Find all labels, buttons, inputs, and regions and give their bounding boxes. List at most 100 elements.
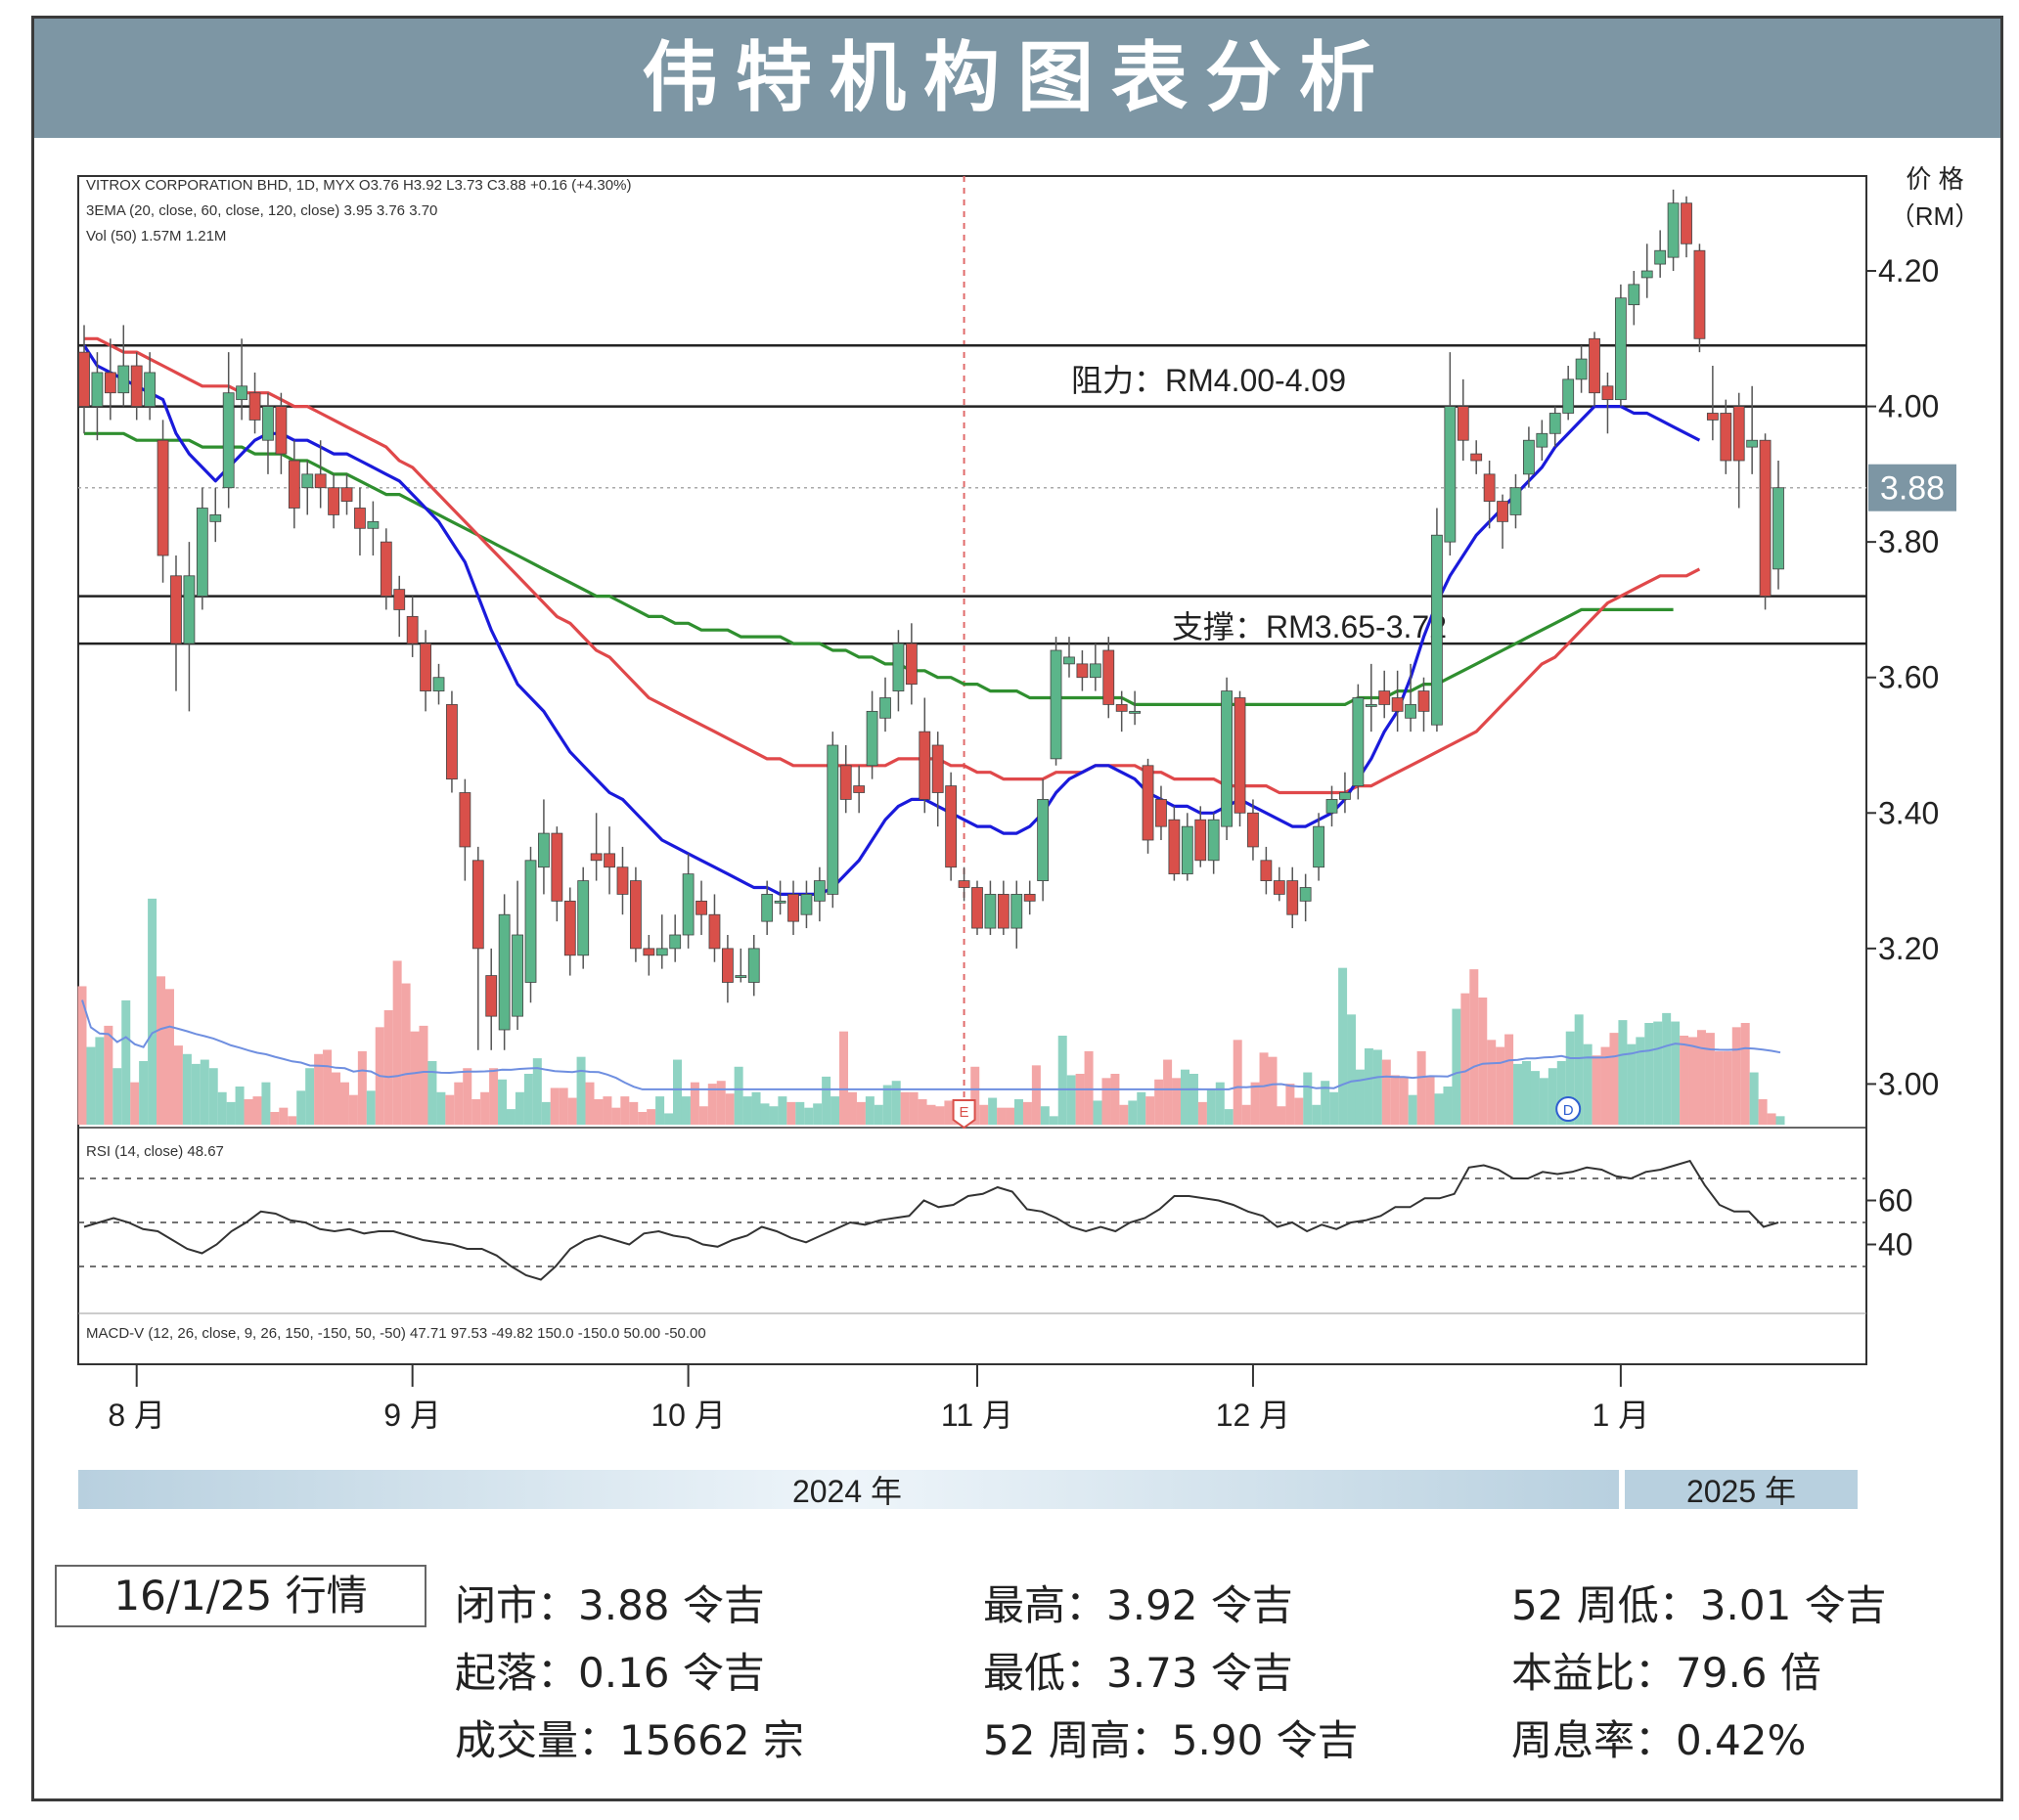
candle-body: [328, 487, 340, 515]
candle-body: [1601, 385, 1614, 401]
volume-bar: [611, 1107, 621, 1125]
candle-body: [420, 643, 431, 691]
candle-body: [222, 392, 235, 489]
volume-bar: [1662, 1012, 1672, 1125]
volume-bar: [1224, 1109, 1234, 1125]
candle-body: [747, 948, 760, 983]
volume-bar: [882, 1085, 892, 1125]
volume-bar: [1294, 1097, 1304, 1125]
candle-body: [91, 372, 104, 407]
candle-body: [735, 975, 747, 978]
volume-bar: [506, 1109, 516, 1125]
candle-body: [1102, 649, 1115, 705]
volume-bar: [1163, 1059, 1173, 1125]
volume-bar: [1338, 967, 1348, 1125]
volume-bar: [323, 1049, 333, 1125]
volume-bar: [1040, 1106, 1050, 1125]
volume-bar: [1714, 1050, 1724, 1125]
rsi-line: [83, 1159, 1779, 1281]
candle-body: [1444, 406, 1457, 543]
volume-bar: [1504, 1034, 1514, 1125]
support-label: 支撑：RM3.65-3.72: [1172, 609, 1447, 644]
candle-body: [262, 406, 274, 441]
volume-bar: [427, 1061, 437, 1125]
candle-body: [498, 913, 511, 1031]
candle-body: [1299, 887, 1312, 902]
chart-header-line: 3EMA (20, close, 60, close, 120, close) …: [86, 202, 437, 219]
volume-bar: [1006, 1107, 1015, 1125]
volume-bar: [1189, 1074, 1198, 1125]
candle-body: [1417, 690, 1430, 712]
price-tick-label: 3.80: [1878, 524, 1939, 559]
candle-body: [367, 520, 380, 529]
volume-bar: [305, 1068, 315, 1125]
candle-body: [1339, 792, 1351, 800]
candle-body: [1483, 473, 1496, 502]
last-price-badge: [1868, 464, 1956, 511]
volume-bar: [383, 1010, 393, 1125]
candle-body: [1640, 270, 1653, 279]
candle-body: [892, 643, 905, 691]
volume-bar: [270, 1112, 280, 1125]
volume-bar: [874, 1104, 883, 1125]
candle-body: [248, 392, 261, 421]
candle-body: [1194, 819, 1207, 862]
candle-body: [984, 894, 997, 929]
candle-body: [1076, 663, 1089, 679]
candle-body: [1431, 534, 1443, 726]
earnings-marker-shape: [952, 1099, 976, 1130]
volume-bar: [296, 1090, 306, 1125]
candle-body: [1536, 432, 1548, 448]
volume-bar: [339, 1082, 349, 1125]
stat-yield: 周息率：0.42%: [1511, 1716, 1807, 1764]
volume-bar: [279, 1107, 289, 1125]
volume-bar: [760, 1103, 770, 1125]
candle-body: [1142, 765, 1154, 841]
candle-body: [1286, 880, 1299, 915]
volume-bar: [900, 1091, 910, 1125]
dividend-marker: D: [1555, 1096, 1582, 1122]
candle-body: [813, 880, 826, 902]
volume-bar: [1321, 1081, 1330, 1125]
volume-bar: [1233, 1040, 1242, 1125]
volume-bar: [778, 1096, 787, 1125]
candle-body: [1313, 825, 1324, 868]
candle-body: [1746, 439, 1759, 448]
candle-body: [1273, 880, 1285, 895]
volume-bar: [1653, 1021, 1663, 1125]
candle-body: [157, 439, 169, 556]
candle-body: [1706, 413, 1719, 421]
volume-bar: [979, 1104, 989, 1125]
volume-bar: [1443, 1087, 1453, 1125]
month-tick-label: 1 月: [1593, 1398, 1650, 1433]
candle-body: [761, 894, 774, 922]
candle-body: [301, 473, 314, 489]
volume-bar: [1372, 1049, 1382, 1125]
stat-52w-low: 52 周低：3.01 令吉: [1511, 1581, 1887, 1629]
volume-bar: [1469, 969, 1479, 1125]
volume-bar: [585, 1082, 595, 1125]
rsi-tick-label: 60: [1878, 1183, 1913, 1219]
volume-bar: [332, 1072, 341, 1125]
volume-bar: [104, 1025, 113, 1125]
candle-body: [1575, 358, 1588, 380]
volume-bar: [157, 976, 166, 1125]
candle-body: [958, 880, 970, 888]
candle-body: [630, 880, 642, 950]
volume-bar: [1556, 1061, 1566, 1125]
volume-bar: [594, 1099, 604, 1125]
chart-header-line: VITROX CORPORATION BHD, 1D, MYX O3.76 H3…: [86, 177, 631, 194]
dividend-marker-text: D: [1563, 1102, 1574, 1119]
volume-bar: [1399, 1076, 1409, 1125]
volume-bar: [86, 1046, 96, 1125]
volume-bar: [672, 1059, 682, 1125]
volume-bar: [1416, 1050, 1426, 1125]
price-axis-title: 价 格: [1906, 164, 1963, 194]
volume-bar: [1600, 1046, 1610, 1125]
volume-bar: [576, 1056, 586, 1125]
month-tick-label: 10 月: [651, 1398, 726, 1433]
volume-bar: [1066, 1075, 1076, 1125]
volume-bar: [1022, 1101, 1032, 1125]
candle-body: [432, 677, 445, 691]
candle-body: [708, 913, 721, 950]
